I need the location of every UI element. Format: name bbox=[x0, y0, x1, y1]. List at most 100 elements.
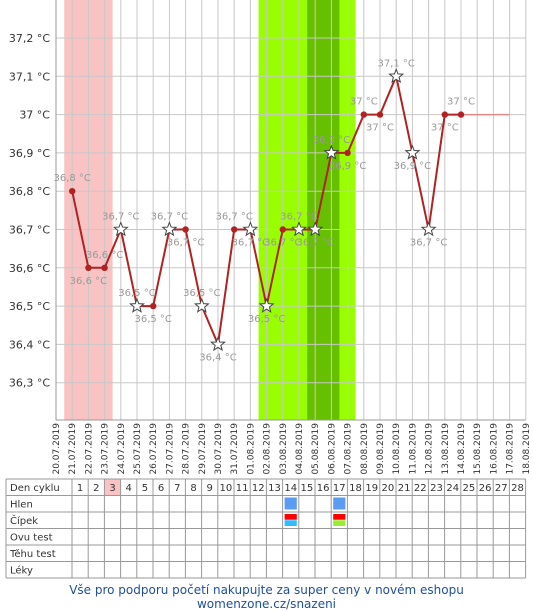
cycle-day-number: 18 bbox=[349, 483, 362, 494]
temperature-data-label: 36,8 °C bbox=[53, 173, 90, 184]
temperature-point-star bbox=[161, 221, 178, 237]
temperature-data-label: 36,9 °C bbox=[313, 135, 350, 146]
temperature-point bbox=[231, 226, 238, 233]
x-tick-date: 31.07.2019 bbox=[230, 423, 240, 475]
x-tick-date: 15.08.2019 bbox=[473, 423, 483, 475]
cycle-day-number: 26 bbox=[479, 483, 492, 494]
temperature-data-label: 36,6 °C bbox=[86, 250, 123, 261]
temperature-point-star bbox=[388, 67, 405, 84]
cycle-day-number: 7 bbox=[174, 483, 180, 494]
cycle-day-number: 2 bbox=[93, 483, 99, 494]
band-fertile-window bbox=[258, 0, 356, 420]
x-tick-date: 26.07.2019 bbox=[149, 423, 159, 475]
table-row-label: Těhu test bbox=[9, 548, 56, 560]
x-axis-date-ticks: 20.07.2019 21.07.2019 22.07.2019 23.07.2019… bbox=[52, 423, 532, 475]
y-tick-label: 36,3 °C bbox=[9, 377, 50, 390]
table-marker bbox=[333, 514, 346, 520]
cycle-day-number: 5 bbox=[142, 483, 148, 494]
y-tick-label: 36,6 °C bbox=[9, 262, 50, 275]
cycle-day-number: 23 bbox=[430, 483, 443, 494]
table-row-label: Hlen bbox=[10, 500, 33, 511]
temperature-point bbox=[182, 226, 189, 233]
cycle-day-number: 1 bbox=[77, 483, 83, 494]
table-marker bbox=[333, 497, 346, 510]
temperature-point-star bbox=[307, 221, 324, 237]
temperature-point-star bbox=[258, 297, 275, 313]
temperature-data-label: 36,7 °C bbox=[232, 238, 269, 249]
cycle-day-number: 13 bbox=[268, 483, 281, 494]
temperature-data-label: 36,7 °C bbox=[280, 212, 317, 223]
cycle-day-number: 28 bbox=[511, 483, 524, 494]
y-axis-ticks: 37,2 °C 37,1 °C 37 °C 36,9 °C 36,8 °C 36,7 °C… bbox=[9, 32, 50, 390]
temperature-point-star bbox=[193, 297, 210, 313]
x-tick-date: 11.08.2019 bbox=[408, 423, 418, 475]
temperature-data-label: 37 °C bbox=[366, 123, 394, 134]
x-tick-date: 23.07.2019 bbox=[101, 423, 111, 475]
x-tick-date: 17.08.2019 bbox=[506, 423, 516, 475]
temperature-data-label: 36,7 °C bbox=[410, 238, 447, 249]
temperature-point-star bbox=[210, 336, 226, 352]
temperature-data-label: 36,7 °C bbox=[264, 238, 301, 249]
temperature-data-label: 36,9 °C bbox=[394, 161, 431, 172]
x-tick-date: 18.08.2019 bbox=[522, 423, 532, 475]
eshop-promo-link[interactable]: Vše pro podporu početí nakupujte za supe… bbox=[69, 583, 464, 611]
x-tick-date: 21.07.2019 bbox=[68, 423, 78, 475]
cycle-day-number: 9 bbox=[207, 483, 213, 494]
y-tick-label: 36,5 °C bbox=[9, 300, 50, 313]
cycle-day-number: 11 bbox=[236, 483, 249, 494]
cycle-day-number: 15 bbox=[301, 483, 314, 494]
cycle-day-number: 19 bbox=[365, 483, 378, 494]
temperature-point bbox=[101, 264, 108, 271]
x-tick-date: 29.07.2019 bbox=[198, 423, 208, 475]
cycle-day-number: 27 bbox=[495, 483, 508, 494]
temperature-point-star bbox=[129, 297, 145, 313]
cycle-day-number: 6 bbox=[158, 483, 164, 494]
x-tick-date: 28.07.2019 bbox=[182, 423, 192, 475]
temperature-point-star bbox=[112, 221, 129, 237]
x-tick-date: 25.07.2019 bbox=[133, 423, 143, 475]
temperature-point bbox=[441, 111, 448, 118]
x-tick-date: 06.08.2019 bbox=[327, 423, 337, 475]
table-row-label: Den cyklu bbox=[10, 483, 60, 494]
temperature-series bbox=[69, 67, 510, 352]
x-tick-date: 04.08.2019 bbox=[295, 423, 305, 475]
x-tick-date: 10.08.2019 bbox=[392, 423, 402, 475]
cycle-day-number: 20 bbox=[382, 483, 395, 494]
y-tick-label: 37,2 °C bbox=[9, 32, 50, 45]
band-ovulation bbox=[307, 0, 340, 420]
x-tick-date: 13.08.2019 bbox=[441, 423, 451, 475]
temperature-data-label: 36,5 °C bbox=[134, 314, 171, 325]
temperature-point bbox=[457, 111, 465, 118]
temperature-data-label: 36,4 °C bbox=[199, 352, 236, 363]
temperature-data-labels: 36,8 °C 36,6 °C 36,6 °C 36,7 °C 36,5 °C 36,5 … bbox=[53, 58, 474, 363]
table-marker bbox=[333, 520, 346, 526]
temperature-point-star bbox=[242, 221, 259, 237]
temperature-point bbox=[344, 149, 351, 157]
temperature-data-label: 37 °C bbox=[350, 97, 378, 108]
cycle-day-number: 25 bbox=[463, 483, 476, 494]
cycle-day-number: 10 bbox=[220, 483, 233, 494]
temperature-point bbox=[85, 264, 92, 271]
cycle-day-number: 8 bbox=[190, 483, 196, 494]
y-tick-label: 36,7 °C bbox=[9, 224, 50, 237]
cycle-day-number: 22 bbox=[414, 483, 427, 494]
temperature-data-label: 36,7 °C bbox=[296, 238, 333, 249]
x-tick-date: 14.08.2019 bbox=[457, 423, 467, 475]
y-tick-label: 36,4 °C bbox=[9, 338, 50, 351]
temperature-data-label: 36,9 °C bbox=[329, 161, 366, 172]
x-tick-date: 05.08.2019 bbox=[311, 423, 321, 475]
x-tick-date: 07.08.2019 bbox=[344, 423, 354, 475]
temperature-data-label: 36,7 °C bbox=[167, 238, 204, 249]
x-tick-date: 03.08.2019 bbox=[279, 423, 289, 475]
x-tick-date: 24.07.2019 bbox=[117, 423, 127, 475]
y-tick-label: 36,8 °C bbox=[9, 185, 50, 198]
temperature-point bbox=[150, 302, 157, 310]
chart-grid bbox=[55, 0, 527, 421]
table-row-label: Ovu test bbox=[10, 533, 53, 544]
x-tick-date: 02.08.2019 bbox=[263, 423, 273, 475]
table-marker bbox=[284, 520, 297, 526]
temperature-point-star bbox=[420, 221, 437, 237]
cycle-day-number: 4 bbox=[126, 483, 132, 494]
temperature-point bbox=[360, 111, 367, 118]
temperature-point bbox=[376, 111, 384, 118]
